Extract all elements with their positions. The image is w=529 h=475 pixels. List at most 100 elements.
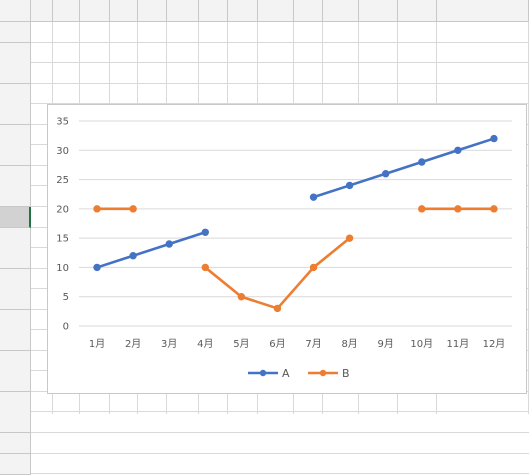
data-point-B [93,205,101,213]
row-header-22[interactable] [0,454,31,475]
x-tick-label: 5月 [233,338,249,350]
legend-marker-A [259,369,267,377]
month-header-cell[interactable] [323,43,361,63]
x-tick-label: 4月 [197,338,213,350]
data-point-B [129,205,137,213]
row-header-2[interactable] [0,43,31,64]
value-cell[interactable] [80,63,104,83]
value-cell[interactable] [53,63,74,83]
month-header-cell[interactable] [258,43,296,63]
row-label-cell[interactable] [31,63,55,83]
x-tick-label: 6月 [269,338,285,350]
month-header-cell[interactable] [199,43,230,63]
value-cell[interactable] [398,84,431,104]
row-header-5[interactable] [0,104,31,125]
row-header-1[interactable] [0,22,31,43]
data-point-B [273,304,282,313]
value-cell[interactable] [138,63,161,83]
value-cell[interactable] [167,84,193,104]
row-header-7[interactable] [0,145,31,166]
row-header-10[interactable] [0,207,31,228]
data-point-A [418,158,426,166]
value-cell[interactable] [199,63,222,83]
row-header-17[interactable] [0,351,31,372]
month-header-cell[interactable] [53,43,82,63]
value-cell[interactable] [228,84,252,104]
data-point-A [309,193,318,201]
series-line-A [95,230,207,269]
column-header-N[interactable] [437,0,529,22]
column-header-C[interactable] [80,0,110,22]
row-header-14[interactable] [0,289,31,310]
legend-label-A: A [282,367,290,380]
select-all-corner[interactable] [0,0,31,22]
month-header-cell[interactable] [167,43,201,63]
value-cell[interactable] [398,63,431,83]
row-header-21[interactable] [0,433,31,454]
data-point-B [237,293,246,301]
value-cell[interactable] [80,84,104,104]
y-tick-label: 20 [56,204,69,215]
x-tick-label: 11月 [447,338,470,350]
value-cell[interactable] [294,63,317,83]
value-cell[interactable] [323,63,353,83]
month-header-cell[interactable] [80,43,112,63]
column-header-L[interactable] [359,0,398,22]
month-header-cell[interactable] [398,43,439,63]
row-header-12[interactable] [0,248,31,269]
row-header-8[interactable] [0,166,31,187]
value-cell[interactable] [359,63,392,83]
row-label-cell[interactable] [31,84,55,104]
column-header-I[interactable] [258,0,294,22]
value-cell[interactable] [359,84,392,104]
x-tick-label: 3月 [161,338,177,350]
value-cell[interactable] [258,63,288,83]
data-point-B [201,263,209,272]
data-point-A [201,228,209,236]
column-header-H[interactable] [228,0,258,22]
value-cell[interactable] [138,84,161,104]
column-header-K[interactable] [323,0,359,22]
value-cell[interactable] [110,63,132,83]
x-tick-label: 1月 [89,338,105,350]
y-tick-label: 5 [63,292,69,303]
column-header-G[interactable] [199,0,228,22]
column-header-D[interactable] [110,0,138,22]
column-header-M[interactable] [398,0,437,22]
month-header-cell[interactable] [294,43,325,63]
value-cell[interactable] [323,84,353,104]
row-header-15[interactable] [0,310,31,331]
row-header-4[interactable] [0,84,31,105]
data-point-B [345,234,354,242]
row-header-19[interactable] [0,392,31,413]
value-cell[interactable] [294,84,317,104]
line-chart[interactable]: 0 5 10 15 20 25 30 35 1月 2月 3月 4月 5月 6月 7月 8月 9月 10月 11月 12… [47,104,527,394]
row-header-11[interactable] [0,228,31,249]
row-header-3[interactable] [0,63,31,84]
row-header-20[interactable] [0,412,31,433]
value-cell[interactable] [199,84,222,104]
column-header-A[interactable] [31,0,53,22]
value-cell[interactable] [167,63,193,83]
value-cell[interactable] [258,84,288,104]
row-header-13[interactable] [0,269,31,290]
value-cell[interactable] [228,63,252,83]
month-header-cell[interactable] [138,43,169,63]
month-header-cell[interactable] [359,43,400,63]
column-header-F[interactable] [167,0,199,22]
data-point-B [309,263,318,272]
month-header-cell[interactable] [110,43,140,63]
row-header-9[interactable] [0,186,31,207]
chart-plot: 0 5 10 15 20 25 30 35 1月 2月 3月 4月 5月 6月 7月 8月 9月 10月 11月 12… [56,117,512,380]
row-header-18[interactable] [0,371,31,392]
column-header-B[interactable] [53,0,80,22]
month-header-cell[interactable] [228,43,260,63]
column-header-J[interactable] [294,0,323,22]
grid-row-line [0,432,529,433]
value-cell[interactable] [53,84,74,104]
column-header-E[interactable] [138,0,167,22]
value-cell[interactable] [110,84,132,104]
row-header-6[interactable] [0,125,31,146]
row-header-16[interactable] [0,330,31,351]
grid-row-line [0,103,529,104]
